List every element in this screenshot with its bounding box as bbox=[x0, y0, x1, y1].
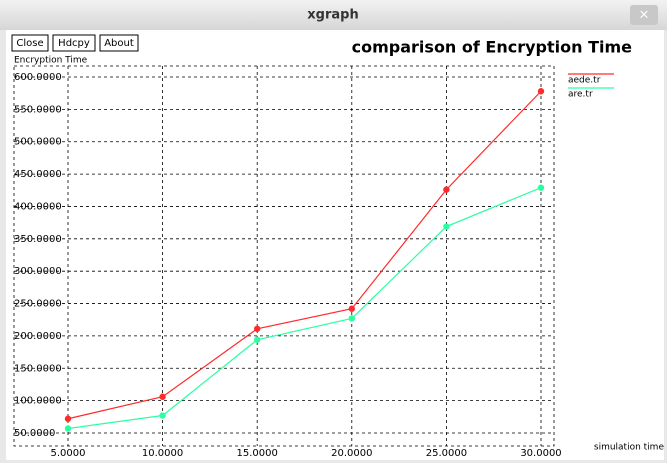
y-tick-label: 500.0000 bbox=[14, 137, 62, 148]
x-tick-label: 5.0000 bbox=[51, 448, 86, 459]
data-point bbox=[64, 425, 72, 432]
close-icon: × bbox=[639, 8, 650, 23]
data-point bbox=[537, 184, 545, 191]
y-tick-label: 450.0000 bbox=[14, 169, 62, 180]
plot-frame bbox=[13, 65, 555, 447]
data-point bbox=[443, 223, 450, 230]
button[interactable] bbox=[52, 34, 96, 52]
button-label: Close bbox=[16, 38, 43, 49]
y-tick-label: 400.0000 bbox=[14, 201, 62, 212]
data-point bbox=[64, 415, 72, 422]
y-tick-label: 300.0000 bbox=[14, 266, 62, 277]
data-point bbox=[537, 88, 545, 95]
y-tick-label: 250.0000 bbox=[14, 299, 62, 310]
data-point bbox=[348, 305, 355, 312]
close-window[interactable] bbox=[630, 5, 658, 25]
data-point bbox=[159, 393, 166, 400]
y-tick-label: 350.0000 bbox=[14, 234, 62, 245]
data-point bbox=[443, 186, 450, 193]
button[interactable] bbox=[99, 34, 139, 52]
x-axis-label: simulation time bbox=[594, 443, 665, 453]
button-label: About bbox=[104, 38, 134, 49]
x-tick-label: 25.0000 bbox=[426, 448, 467, 459]
data-point bbox=[159, 412, 166, 419]
data-point bbox=[348, 315, 355, 322]
x-tick-label: 20.0000 bbox=[331, 448, 372, 459]
series-line bbox=[67, 187, 542, 430]
x-tick-label: 30.0000 bbox=[520, 448, 561, 459]
y-tick-label: 600.0000 bbox=[14, 72, 62, 83]
series-line bbox=[67, 90, 542, 420]
plot-window bbox=[6, 30, 664, 460]
chart-title: comparison of Encryption Time bbox=[352, 38, 633, 57]
button-label: Hdcpy bbox=[58, 38, 90, 49]
y-axis-label: Encryption Time bbox=[14, 56, 88, 66]
y-tick-label: 200.0000 bbox=[14, 331, 62, 342]
title-bar bbox=[0, 0, 667, 30]
x-tick-label: 15.0000 bbox=[237, 448, 278, 459]
data-point bbox=[254, 336, 261, 343]
y-tick-label: 50.0000 bbox=[14, 428, 55, 439]
y-tick-label: 550.0000 bbox=[14, 104, 62, 115]
y-tick-label: 150.0000 bbox=[14, 363, 62, 374]
legend-label: are.tr bbox=[568, 90, 593, 100]
y-tick-label: 100.0000 bbox=[14, 396, 62, 407]
button[interactable] bbox=[11, 34, 49, 52]
legend-label: aede.tr bbox=[568, 76, 601, 86]
data-point bbox=[254, 325, 261, 332]
window-title: xgraph bbox=[307, 8, 358, 23]
x-tick-label: 10.0000 bbox=[142, 448, 183, 459]
